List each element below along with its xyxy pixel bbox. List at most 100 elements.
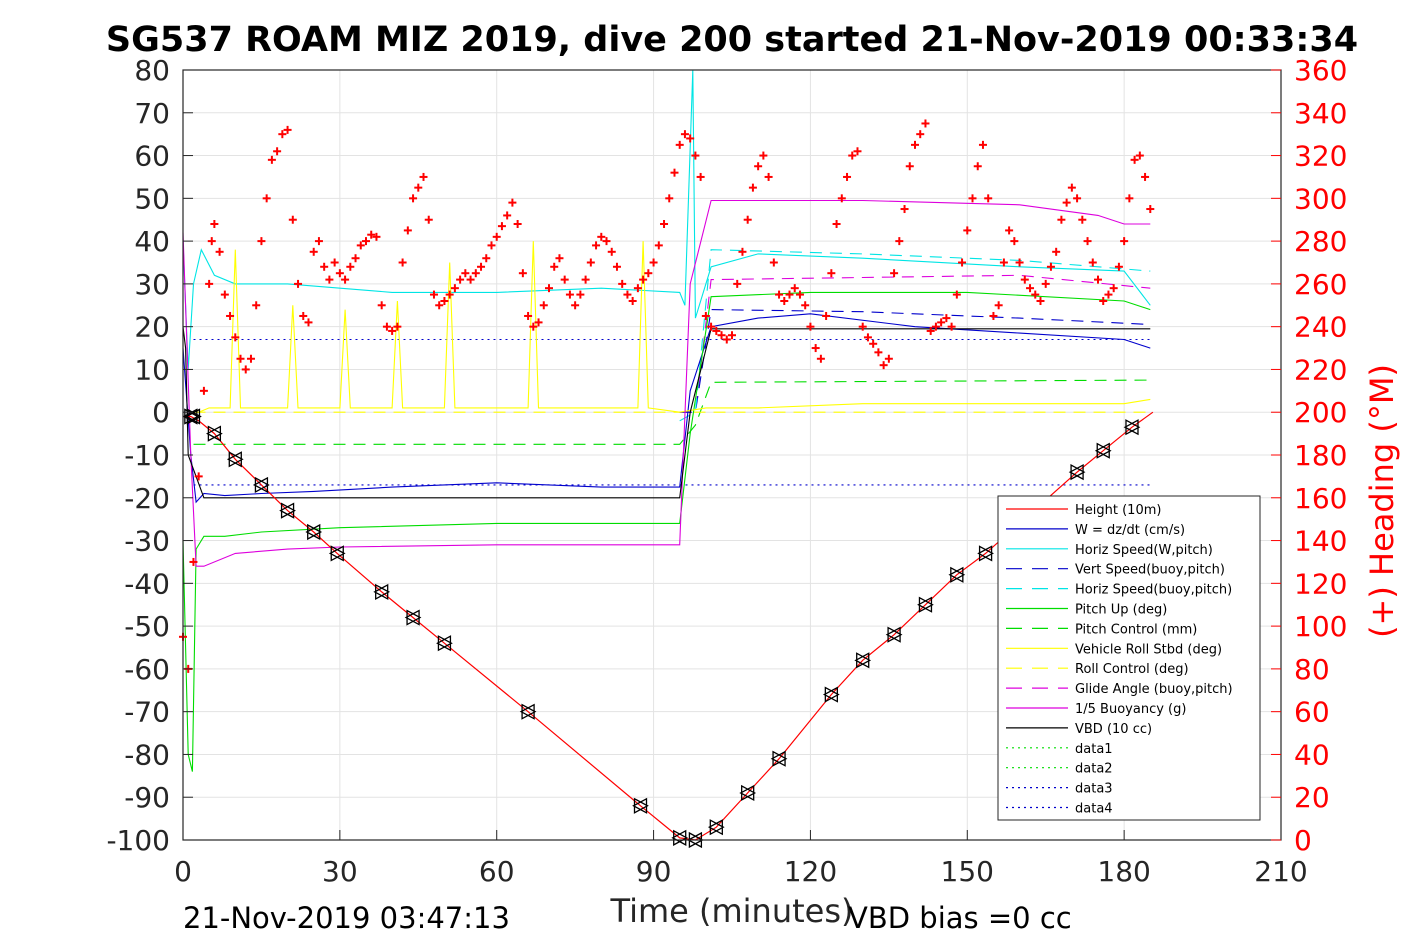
heading-point <box>1135 151 1144 160</box>
heading-point <box>351 254 360 263</box>
waypoint-marker <box>739 784 757 802</box>
y2-tick-label: 60 <box>1294 696 1330 729</box>
y2-tick-label: 160 <box>1294 482 1347 515</box>
heading-point <box>246 354 255 363</box>
heading-point <box>999 258 1008 267</box>
y-tick-label: 40 <box>134 225 170 258</box>
y-tick-label: 20 <box>134 311 170 344</box>
heading-point <box>832 220 841 228</box>
y-tick-label: -80 <box>124 738 170 771</box>
heading-point <box>257 237 266 246</box>
heading-point <box>220 290 229 299</box>
waypoint-marker <box>770 750 788 767</box>
heading-point <box>654 241 663 250</box>
heading-point <box>921 119 930 128</box>
waypoint-marker <box>822 686 840 703</box>
heading-point <box>1141 172 1150 181</box>
heading-point <box>947 322 956 331</box>
waypoint-markers <box>182 408 1141 849</box>
heading-point <box>409 194 418 203</box>
heading-point <box>199 386 208 395</box>
heading-point <box>456 275 465 284</box>
timestamp-footer: 21-Nov-2019 03:47:13 <box>183 901 510 935</box>
heading-point <box>597 232 606 241</box>
heading-point <box>754 162 763 171</box>
heading-point <box>414 183 423 192</box>
waypoint-marker <box>404 609 422 626</box>
heading-point <box>978 140 987 149</box>
y-tick-label: -90 <box>124 781 170 814</box>
heading-point <box>733 279 742 288</box>
legend-label: data2 <box>1075 762 1113 777</box>
heading-point <box>477 262 486 271</box>
y-axis-ticks: 80 70 60 50 40 30 20 10 0 -10 -20 -30 -40 -50 -60 -70 -8… <box>106 54 193 857</box>
heading-point <box>1057 215 1066 224</box>
heading-point <box>822 311 831 320</box>
x-axis-ticks: 0 30 60 90 120 150 180 210 <box>174 830 1308 888</box>
heading-point <box>497 222 506 231</box>
heading-point <box>607 247 616 256</box>
heading-point <box>890 269 899 278</box>
heading-point <box>273 147 282 156</box>
heading-point <box>884 354 893 363</box>
y2-tick-label: 360 <box>1294 54 1347 87</box>
heading-point <box>388 326 397 335</box>
legend-label: VBD (10 cc) <box>1075 722 1152 737</box>
heading-point <box>403 226 412 235</box>
heading-point <box>785 290 794 299</box>
heading-point <box>811 344 820 353</box>
heading-point <box>539 301 548 310</box>
y-tick-label: -20 <box>124 482 170 515</box>
heading-point <box>968 194 977 203</box>
heading-point <box>686 134 695 143</box>
y-tick-label: 70 <box>134 97 170 130</box>
x-tick-label: 120 <box>784 855 837 888</box>
heading-point <box>592 241 601 250</box>
y-tick-label: -70 <box>124 696 170 729</box>
legend-label: Roll Control (deg) <box>1075 662 1189 677</box>
y2-tick-label: 260 <box>1294 268 1347 301</box>
y2-tick-label: 80 <box>1294 653 1330 686</box>
legend-box <box>997 495 1261 821</box>
heading-point <box>309 247 318 256</box>
heading-point <box>952 290 961 299</box>
heading-point <box>524 311 533 320</box>
waypoint-marker <box>206 425 223 442</box>
heading-point <box>1104 290 1113 299</box>
heading-point <box>267 155 276 164</box>
waypoint-marker <box>436 635 453 652</box>
heading-point <box>471 269 480 278</box>
legend-label: Height (10m) <box>1075 503 1161 518</box>
heading-point <box>325 275 334 284</box>
heading-point <box>911 140 919 149</box>
series-line-horiz-speed-w-pitch <box>182 69 1151 370</box>
y2-tick-label: 180 <box>1294 439 1347 472</box>
heading-point <box>1010 237 1019 246</box>
waypoint-marker <box>185 408 202 425</box>
heading-point <box>707 322 716 331</box>
heading-point <box>1099 297 1108 305</box>
heading-point <box>958 258 967 267</box>
x-tick-label: 210 <box>1254 855 1307 888</box>
heading-point <box>508 198 517 207</box>
y2-tick-label: 240 <box>1294 311 1347 344</box>
y2-tick-label: 0 <box>1294 824 1312 857</box>
y2-tick-label: 40 <box>1294 738 1330 771</box>
series-line-vehicle-roll-stbd-deg <box>198 241 1151 413</box>
heading-point <box>931 322 940 331</box>
y-tick-label: 0 <box>152 396 170 429</box>
heading-point <box>628 297 637 305</box>
waypoint-marker <box>253 476 270 494</box>
heading-point <box>623 290 632 299</box>
heading-point <box>795 290 804 299</box>
heading-point <box>294 279 303 288</box>
legend-label: 1/5 Buoyancy (g) <box>1075 702 1186 717</box>
heading-point <box>419 172 428 181</box>
heading-point <box>1036 297 1045 305</box>
heading-point <box>393 322 402 331</box>
series-line-1-5-buoyancy-g <box>182 199 1151 567</box>
heading-point <box>545 284 553 293</box>
y2-tick-label: 140 <box>1294 525 1347 558</box>
heading-point <box>722 335 731 344</box>
waypoint-marker <box>671 829 689 846</box>
